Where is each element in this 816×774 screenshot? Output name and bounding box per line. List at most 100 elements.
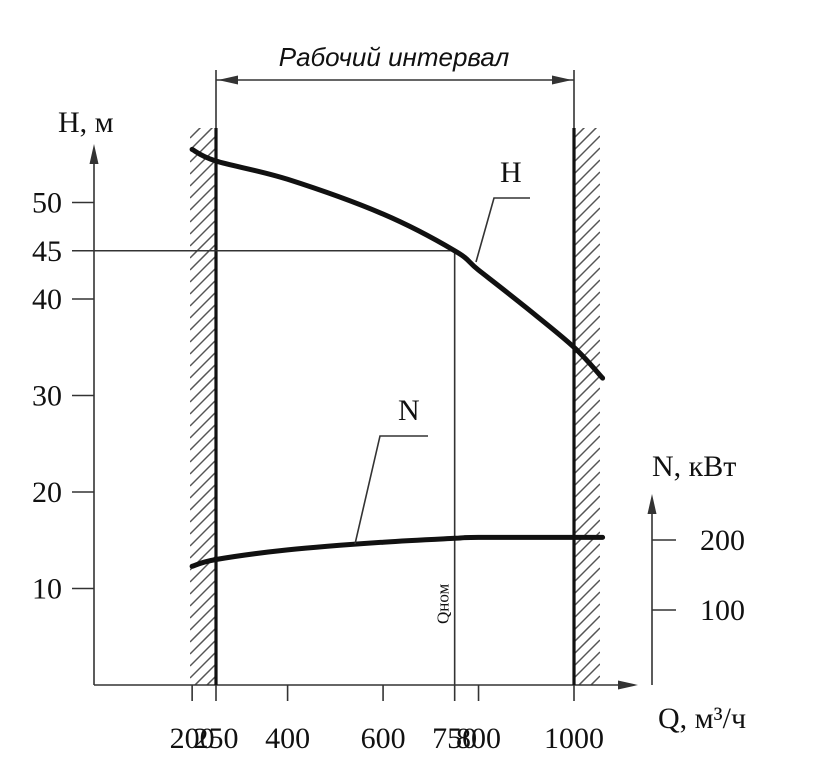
x-tick-label-600: 600 (361, 722, 406, 755)
hatch-stroke (574, 207, 600, 235)
hatch-stroke (574, 135, 600, 163)
hatch-stroke (574, 688, 600, 714)
hatch-stroke (190, 291, 216, 319)
hatch-stroke (574, 375, 600, 403)
hatch-stroke (574, 639, 600, 667)
y-left-tick-label-50: 50 (32, 187, 62, 220)
hatch-stroke (190, 567, 216, 595)
x-axis-arrow (618, 680, 638, 690)
hatch-stroke (589, 675, 600, 685)
hatch-stroke (190, 135, 216, 163)
series-h-label: H (500, 156, 522, 189)
hatch-stroke (190, 603, 216, 631)
series-h-curve (189, 146, 606, 381)
hatch-stroke (190, 435, 216, 463)
hatch-stroke (190, 591, 216, 619)
hatch-stroke (190, 423, 216, 451)
series-n-curve (189, 534, 606, 569)
hatch-stroke (190, 255, 216, 283)
y-left-tick-label-40: 40 (32, 283, 62, 316)
hatch-stroke (193, 663, 216, 685)
hatch-stroke (574, 423, 600, 451)
hatch-stroke (574, 339, 600, 367)
hatch-stroke (574, 279, 600, 307)
right-hatch-zone (574, 88, 600, 714)
y-right-ticks: 100 200 (652, 524, 745, 627)
hatch-stroke (574, 471, 600, 499)
hatch-stroke (574, 507, 600, 535)
hatch-stroke (574, 591, 600, 619)
hatch-stroke (190, 219, 216, 247)
hatch-stroke (190, 531, 216, 559)
x-tick-label-1000: 1000 (544, 722, 604, 755)
x-tick-label-250: 250 (194, 722, 239, 755)
hatch-stroke (205, 675, 216, 685)
hatch-stroke (574, 543, 600, 571)
hatch-stroke (574, 231, 600, 259)
hatch-stroke (574, 651, 600, 679)
hatch-stroke (574, 100, 600, 126)
hatch-stroke (190, 267, 216, 295)
hatch-stroke (574, 159, 600, 187)
hatch-stroke (190, 651, 216, 679)
hatch-stroke (574, 147, 600, 175)
hatch-stroke (190, 339, 216, 367)
hatch-stroke (190, 88, 216, 114)
hatch-stroke (190, 375, 216, 403)
x-axis-title: Q, м³/ч (658, 702, 746, 735)
left-hatch-zone (190, 88, 216, 714)
hatch-stroke (190, 627, 216, 655)
hatch-stroke (574, 351, 600, 379)
hatch-stroke (190, 447, 216, 475)
series-n-label: N (398, 394, 420, 427)
hatch-stroke (190, 639, 216, 667)
hatch-stroke (574, 195, 600, 223)
hatch-stroke (190, 243, 216, 271)
y-right-tick-label-200: 200 (700, 524, 745, 557)
hatch-stroke (574, 183, 600, 211)
hatch-stroke (190, 183, 216, 211)
hatch-stroke (574, 447, 600, 475)
hatch-stroke (574, 387, 600, 415)
hatch-stroke (190, 688, 216, 714)
hatch-stroke (190, 315, 216, 343)
y-left-tick-label-30: 30 (32, 380, 62, 413)
hatch-stroke (574, 291, 600, 319)
hatch-stroke (190, 128, 214, 151)
hatch-stroke (574, 495, 600, 523)
x-tick-label-750: 750 (432, 722, 477, 755)
hatch-stroke (190, 351, 216, 379)
y-axis-right-title: N, кВт (652, 450, 736, 483)
hatch-stroke (574, 519, 600, 547)
hatch-stroke (190, 147, 216, 175)
x-tick-label-400: 400 (265, 722, 310, 755)
qnom-label: Qном (434, 583, 453, 624)
y-left-tick-label-45: 45 (32, 235, 62, 268)
hatch-stroke (574, 315, 600, 343)
hatch-stroke (190, 483, 216, 511)
hatch-stroke (574, 88, 600, 114)
hatch-stroke (574, 128, 598, 151)
hatch-stroke (190, 327, 216, 355)
hatch-stroke (190, 363, 216, 391)
n-leader-line (354, 435, 428, 545)
interval-label: Рабочий интервал (279, 42, 510, 72)
hatch-stroke (577, 663, 600, 685)
hatch-stroke (574, 303, 600, 331)
hatch-stroke (574, 603, 600, 631)
hatch-stroke (574, 459, 600, 487)
hatch-stroke (190, 171, 216, 199)
y-left-tick-label-10: 10 (32, 573, 62, 606)
hatch-stroke (190, 159, 216, 187)
hatch-stroke (190, 399, 216, 427)
y-left-ticks: 10 20 30 40 45 50 (32, 187, 94, 606)
hatch-stroke (574, 555, 600, 583)
hatch-stroke (574, 243, 600, 271)
hatch-stroke (574, 435, 600, 463)
hatch-stroke (574, 411, 600, 439)
y-axis-left-title: H, м (58, 106, 114, 139)
hatch-stroke (190, 195, 216, 223)
hatch-stroke (574, 579, 600, 607)
interval-arrow-left (218, 75, 238, 85)
